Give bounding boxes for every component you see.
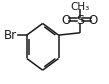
- Text: O: O: [62, 14, 71, 27]
- Text: O: O: [89, 14, 98, 27]
- Text: S: S: [76, 14, 84, 27]
- Text: Br: Br: [4, 29, 17, 42]
- Text: CH₃: CH₃: [70, 2, 89, 12]
